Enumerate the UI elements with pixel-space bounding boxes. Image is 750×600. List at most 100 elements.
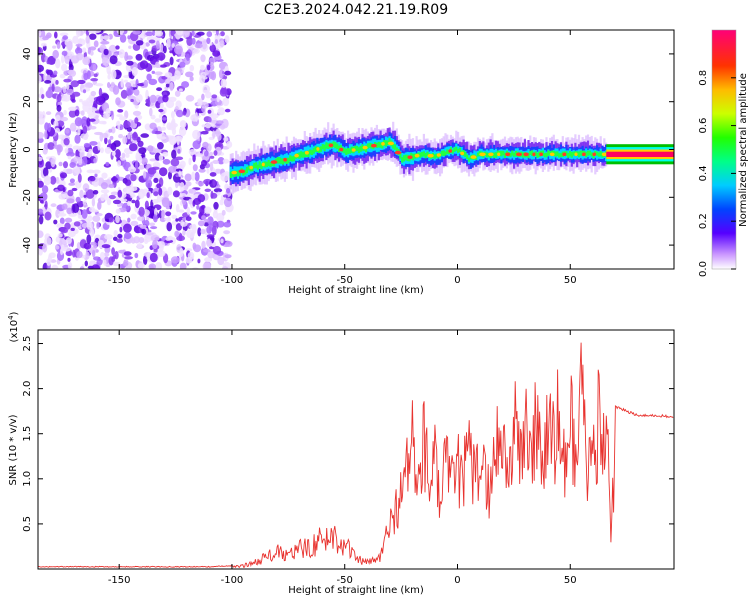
noise-blob (146, 192, 150, 199)
noise-blob (216, 120, 224, 125)
noise-blob (188, 157, 192, 166)
ridge-hotspot (231, 170, 237, 175)
ridge-cell (402, 155, 406, 162)
ridge-cell (247, 165, 250, 171)
noise-blob (38, 230, 44, 238)
noise-blob (155, 61, 160, 68)
noise-blob (168, 96, 177, 102)
noise-blob (196, 204, 200, 210)
noise-blob (157, 142, 164, 150)
noise-blob (38, 208, 45, 215)
noise-blob (201, 93, 205, 101)
ridge-cell (596, 151, 599, 156)
noise-blob (134, 252, 139, 259)
noise-blob (206, 37, 211, 45)
noise-blob (97, 201, 102, 210)
noise-blob (103, 48, 109, 56)
spectrogram-ytick-label: -40 (22, 237, 33, 253)
noise-blob (45, 89, 53, 99)
noise-blob (198, 168, 206, 173)
noise-blob (128, 45, 132, 49)
noise-blob (38, 131, 45, 139)
noise-blob (62, 94, 71, 102)
noise-blob (161, 197, 170, 208)
noise-blob (38, 64, 44, 72)
spectrogram-ytick-label: 0 (22, 146, 33, 152)
noise-blob (127, 200, 131, 207)
noise-blob (61, 50, 68, 57)
noise-blob (91, 264, 101, 269)
noise-blob (178, 170, 182, 177)
noise-blob (69, 178, 75, 183)
noise-blob (85, 251, 90, 260)
noise-blob (65, 168, 74, 175)
ridge-cell (475, 151, 478, 159)
noise-blob (52, 49, 59, 59)
noise-blob (88, 148, 93, 155)
noise-blob (92, 63, 97, 72)
noise-blob (163, 45, 167, 54)
ridge-cell (426, 151, 429, 156)
noise-blob (55, 58, 61, 69)
ridge-cell (388, 138, 391, 145)
spectrogram-xtick-label: -100 (221, 275, 244, 286)
noise-blob (148, 39, 156, 44)
noise-blob (189, 64, 195, 72)
noise-blob (119, 116, 127, 121)
ridge-cell (361, 144, 364, 151)
ridge-hotspot (394, 150, 402, 155)
noise-blob (191, 171, 196, 181)
noise-blob (144, 219, 150, 227)
ridge-cell (269, 162, 272, 167)
noise-blob (212, 160, 220, 164)
spectrogram-ytick-label: 40 (22, 48, 33, 61)
noise-blob (79, 149, 85, 159)
noise-blob (103, 192, 108, 197)
noise-blob (109, 55, 118, 65)
noise-blob (217, 256, 225, 266)
noise-blob (39, 87, 44, 95)
noise-blob (138, 147, 147, 155)
snr-frame (37, 329, 675, 570)
noise-blob (135, 78, 139, 88)
noise-blob (104, 234, 113, 240)
snr-ytick-label: 2.0 (22, 381, 33, 397)
noise-blob (196, 102, 203, 106)
ridge-cell (318, 147, 321, 153)
noise-blob (186, 229, 195, 239)
noise-blob (101, 172, 108, 179)
noise-blob (100, 35, 104, 41)
ridge-hotspot (387, 141, 394, 146)
ridge-cell (531, 150, 534, 156)
noise-blob (145, 179, 153, 189)
noise-blob (105, 108, 111, 118)
noise-blob (72, 203, 80, 214)
ridge-cell (577, 151, 581, 158)
ridge-cell (458, 147, 461, 152)
ridge-hotspot (601, 152, 608, 157)
noise-blob (90, 78, 99, 82)
noise-blob (192, 154, 196, 163)
noise-blob (168, 200, 172, 206)
ridge-cell (565, 151, 568, 156)
noise-blob (54, 127, 61, 133)
ridge-cell (585, 151, 588, 158)
ridge-cell (503, 152, 507, 158)
noise-blob (114, 149, 121, 159)
noise-blob (212, 245, 222, 255)
noise-blob (72, 145, 81, 150)
ridge-cell (493, 152, 496, 158)
noise-blob (200, 101, 209, 109)
noise-blob (124, 179, 132, 186)
noise-blob (192, 48, 200, 54)
noise-blob (127, 35, 131, 40)
noise-blob (115, 208, 121, 214)
ridge-cell (258, 161, 261, 168)
noise-blob (82, 56, 91, 66)
ridge-cell (256, 164, 259, 170)
noise-blob (145, 31, 154, 37)
noise-blob (127, 217, 131, 223)
noise-blob (67, 155, 72, 160)
noise-blob (92, 190, 99, 195)
noise-blob (38, 74, 42, 84)
